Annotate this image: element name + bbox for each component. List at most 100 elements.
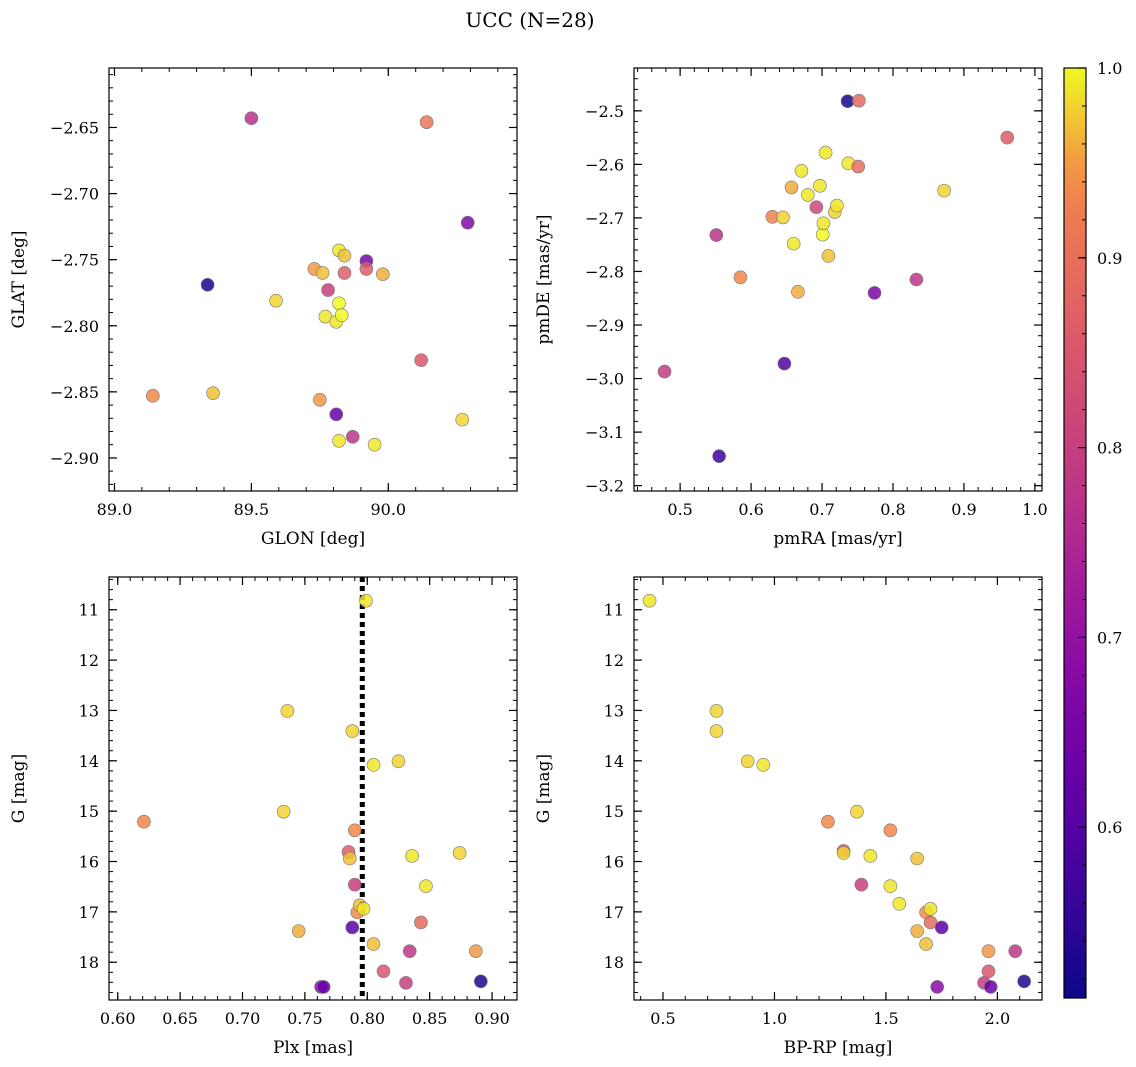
x-tick-label: 0.60 [100,1009,136,1028]
colorbar-tick-label: 0.7 [1097,628,1122,647]
data-point [356,902,371,916]
data-point [840,94,855,108]
data-point [821,814,835,829]
data-point [399,976,413,990]
data-point [784,180,799,195]
data-point [1017,974,1031,989]
y-tick-label: −2.85 [50,383,99,402]
y-tick-label: 11 [604,601,624,620]
x-tick-label: 0.75 [287,1009,323,1028]
colorbar-gradient [1063,67,1087,999]
panel-2: 0.5 0.6 0.7 0.8 0.9 1.0 −2.5 −2.6 −2.7 −2.8 −2.9 −3… [534,67,1048,549]
y-tick-label: 15 [79,802,99,821]
y-tick-label: −3.0 [585,370,624,389]
data-point [740,754,755,769]
y-tick-label: 13 [604,701,624,720]
y-tick-label: 14 [604,752,624,771]
y-tick-label: 15 [604,802,624,821]
data-point [200,277,215,292]
data-point [813,178,827,193]
y-tick-label: −2.70 [50,185,99,204]
data-point [794,164,809,178]
scatter-points [137,577,488,1000]
data-point [930,980,945,994]
x-tick-label: 0.8 [880,500,905,519]
y-tick-label: −2.7 [585,209,624,228]
scatter-points [657,93,1015,463]
data-point [892,897,907,911]
data-point [923,915,938,930]
data-point [791,285,805,299]
data-point [712,449,726,463]
data-point [337,248,352,263]
x-tick-label: 0.90 [474,1009,510,1028]
colorbar: 0.6 0.7 0.8 0.9 1.0 [1063,59,1122,999]
data-point [460,215,475,230]
data-point [419,879,433,893]
data-point [414,353,428,367]
x-axis-label: pmRA [mas/yr] [773,529,902,549]
y-tick-label: −2.6 [585,155,624,174]
data-point [733,270,748,285]
data-point [315,266,330,280]
data-point [419,115,434,129]
data-point [291,924,306,938]
data-point [776,210,790,225]
data-point [359,262,374,276]
y-axis-label: pmDE [mas/yr] [534,214,554,344]
data-point [376,964,391,979]
y-axis-label: GLAT [deg] [9,230,29,328]
data-point [919,937,933,951]
data-point [851,159,866,174]
x-tick-label: 0.5 [650,1009,675,1028]
data-point [836,846,851,860]
x-tick-label: 0.65 [162,1009,198,1028]
colorbar-tick-label: 0.9 [1097,249,1122,268]
panel-3: 0.60 0.65 0.70 0.75 0.80 0.85 0.90 11 12 13 14 15 16… [9,576,518,1058]
data-point [821,249,836,263]
data-point [366,758,381,772]
data-point [469,944,483,958]
data-point [709,228,724,242]
data-point [642,593,657,608]
data-point [345,920,360,935]
y-tick-label: 13 [79,701,99,720]
data-point [276,804,291,819]
x-axis-label: BP-RP [mag] [784,1038,893,1058]
x-axis-label: GLON [deg] [261,529,365,549]
x-tick-label: 0.5 [667,500,692,519]
data-point [809,200,824,215]
data-point [332,433,346,448]
x-tick-label: 0.80 [349,1009,385,1028]
scatter-points [146,111,475,452]
y-tick-label: −2.5 [585,102,624,121]
x-tick-label: 89.0 [97,500,133,519]
x-tick-label: 90.0 [370,500,406,519]
y-tick-label: −3.1 [585,423,624,442]
data-point [405,849,419,863]
x-tick-label: 1.0 [762,1009,787,1028]
data-point [402,944,417,958]
data-point [391,754,406,769]
data-point [345,430,360,444]
data-point [909,272,924,287]
data-point [347,823,362,838]
x-tick-label: 2.0 [985,1009,1010,1028]
data-point [910,924,924,938]
y-tick-label: 14 [79,752,99,771]
x-tick-label: 1.5 [873,1009,898,1028]
panel-1: 89.0 89.5 90.0 −2.65 −2.70 −2.75 −2.80 −2.85 −2.… [9,67,518,549]
data-point [337,266,352,280]
data-point [452,846,467,860]
y-tick-label: −2.90 [50,449,99,468]
data-point [206,386,220,400]
y-tick-label: 18 [79,953,99,972]
data-point [867,286,882,300]
data-point [269,293,283,308]
x-tick-label: 0.85 [412,1009,448,1028]
data-point [863,849,878,863]
data-point [329,407,344,422]
y-tick-label: −2.75 [50,251,99,270]
data-point [345,724,360,738]
data-point [756,758,771,772]
